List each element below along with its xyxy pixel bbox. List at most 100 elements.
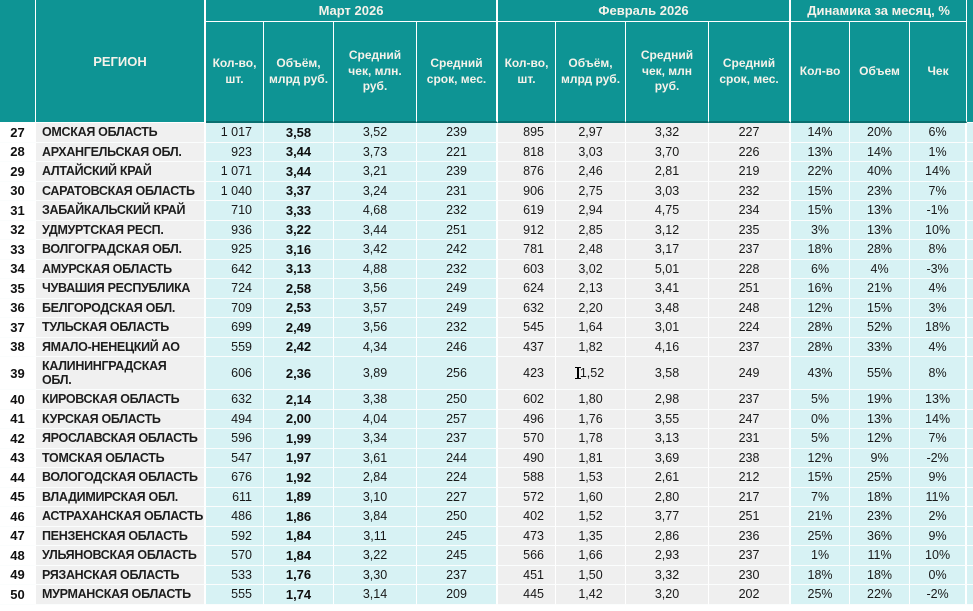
row-number-cell[interactable]: 41 — [0, 409, 36, 429]
feb-count-cell[interactable]: 781 — [498, 240, 557, 260]
march-check-cell[interactable]: 3,38 — [334, 390, 417, 410]
march-count-cell[interactable]: 925 — [206, 240, 264, 260]
region-name-cell[interactable]: КУРСКАЯ ОБЛАСТЬ — [36, 409, 206, 429]
feb-count-cell[interactable]: 895 — [498, 123, 557, 143]
feb-count-cell[interactable]: 402 — [498, 507, 557, 527]
feb-count-cell[interactable]: 588 — [498, 468, 557, 488]
march-term-cell[interactable]: 232 — [417, 259, 499, 279]
dyn-count-cell[interactable]: 7% — [791, 487, 851, 507]
dyn-check-cell[interactable]: 0% — [910, 565, 968, 585]
feb-term-cell[interactable]: 237 — [709, 390, 792, 410]
feb-count-cell[interactable]: 619 — [498, 201, 557, 221]
dyn-check-cell[interactable]: 4% — [910, 279, 968, 299]
feb-volume-cell[interactable]: 1,50 — [556, 565, 627, 585]
feb-count-cell[interactable]: 632 — [498, 298, 557, 318]
dyn-check-cell[interactable]: 18% — [910, 318, 968, 338]
group-feb-header[interactable]: Февраль 2026 — [498, 0, 792, 22]
feb-check-cell[interactable]: 3,32 — [626, 123, 710, 143]
row-number-cell[interactable]: 27 — [0, 123, 36, 143]
march-check-cell[interactable]: 3,61 — [334, 448, 417, 468]
feb-check-cell[interactable]: 3,01 — [626, 318, 710, 338]
feb-check-cell[interactable]: 3,20 — [626, 585, 710, 605]
region-name-cell[interactable]: КИРОВСКАЯ ОБЛАСТЬ — [36, 390, 206, 410]
feb-check-cell[interactable]: 5,01 — [626, 259, 710, 279]
feb-count-cell[interactable]: 570 — [498, 429, 557, 449]
march-check-cell[interactable]: 3,84 — [334, 507, 417, 527]
row-number-cell[interactable]: 44 — [0, 468, 36, 488]
feb-check-cell[interactable]: 3,12 — [626, 220, 710, 240]
feb-term-cell[interactable]: 230 — [709, 565, 792, 585]
dyn-volume-cell[interactable]: 36% — [850, 526, 911, 546]
march-count-cell[interactable]: 642 — [206, 259, 264, 279]
dyn-count-header[interactable]: Кол-во — [791, 22, 851, 123]
feb-count-cell[interactable]: 876 — [498, 162, 557, 182]
march-count-cell[interactable]: 1 017 — [206, 123, 264, 143]
feb-term-cell[interactable]: 224 — [709, 318, 792, 338]
march-term-cell[interactable]: 209 — [417, 585, 499, 605]
group-dyn-header[interactable]: Динамика за месяц, % — [791, 0, 968, 22]
dyn-volume-cell[interactable]: 15% — [850, 298, 911, 318]
feb-check-cell[interactable]: 2,98 — [626, 390, 710, 410]
dyn-check-cell[interactable]: 2% — [910, 507, 968, 527]
feb-count-cell[interactable]: 566 — [498, 546, 557, 566]
group-march-header[interactable]: Март 2026 — [206, 0, 499, 22]
march-check-cell[interactable]: 3,89 — [334, 357, 417, 390]
dyn-check-cell[interactable]: 13% — [910, 390, 968, 410]
feb-term-cell[interactable]: 227 — [709, 123, 792, 143]
feb-check-cell[interactable]: 3,17 — [626, 240, 710, 260]
dyn-volume-cell[interactable]: 40% — [850, 162, 911, 182]
feb-volume-cell[interactable]: 1,64 — [556, 318, 627, 338]
march-volume-cell[interactable]: 1,99 — [264, 429, 334, 449]
region-name-cell[interactable]: ЧУВАШИЯ РЕСПУБЛИКА — [36, 279, 206, 299]
region-name-cell[interactable]: АМУРСКАЯ ОБЛАСТЬ — [36, 259, 206, 279]
region-name-cell[interactable]: ТОМСКАЯ ОБЛАСТЬ — [36, 448, 206, 468]
feb-volume-cell[interactable]: 3,03 — [556, 142, 627, 162]
dyn-volume-header[interactable]: Объем — [850, 22, 911, 123]
march-check-cell[interactable]: 3,11 — [334, 526, 417, 546]
region-name-cell[interactable]: ВОЛОГОДСКАЯ ОБЛАСТЬ — [36, 468, 206, 488]
dyn-check-cell[interactable]: 6% — [910, 123, 968, 143]
march-volume-cell[interactable]: 3,44 — [264, 162, 334, 182]
march-check-cell[interactable]: 3,44 — [334, 220, 417, 240]
dyn-count-cell[interactable]: 12% — [791, 448, 851, 468]
march-count-cell[interactable]: 676 — [206, 468, 264, 488]
region-name-cell[interactable]: ВОЛГОГРАДСКАЯ ОБЛ. — [36, 240, 206, 260]
dyn-check-cell[interactable]: 1% — [910, 142, 968, 162]
march-volume-cell[interactable]: 1,74 — [264, 585, 334, 605]
feb-count-cell[interactable]: 602 — [498, 390, 557, 410]
dyn-count-cell[interactable]: 25% — [791, 585, 851, 605]
march-volume-cell[interactable]: 2,53 — [264, 298, 334, 318]
feb-count-cell[interactable]: 912 — [498, 220, 557, 240]
dyn-volume-cell[interactable]: 21% — [850, 279, 911, 299]
march-check-cell[interactable]: 2,84 — [334, 468, 417, 488]
region-name-cell[interactable]: АСТРАХАНСКАЯ ОБЛАСТЬ — [36, 507, 206, 527]
march-volume-cell[interactable]: 3,37 — [264, 181, 334, 201]
feb-volume-cell[interactable]: 1,53 — [556, 468, 627, 488]
march-volume-cell[interactable]: 3,22 — [264, 220, 334, 240]
dyn-count-cell[interactable]: 13% — [791, 142, 851, 162]
dyn-check-cell[interactable]: 4% — [910, 337, 968, 357]
feb-volume-cell[interactable]: 1,82 — [556, 337, 627, 357]
feb-count-cell[interactable]: 437 — [498, 337, 557, 357]
feb-check-cell[interactable]: 3,70 — [626, 142, 710, 162]
corner-header-cell[interactable] — [0, 0, 36, 123]
feb-check-cell[interactable]: 2,80 — [626, 487, 710, 507]
dyn-volume-cell[interactable]: 19% — [850, 390, 911, 410]
feb-check-cell[interactable]: 3,13 — [626, 429, 710, 449]
march-count-cell[interactable]: 710 — [206, 201, 264, 221]
feb-count-cell[interactable]: 906 — [498, 181, 557, 201]
dyn-count-cell[interactable]: 0% — [791, 409, 851, 429]
dyn-count-cell[interactable]: 43% — [791, 357, 851, 390]
row-number-cell[interactable]: 46 — [0, 507, 36, 527]
dyn-volume-cell[interactable]: 18% — [850, 487, 911, 507]
feb-count-cell[interactable]: 572 — [498, 487, 557, 507]
dyn-count-cell[interactable]: 5% — [791, 429, 851, 449]
march-check-cell[interactable]: 3,22 — [334, 546, 417, 566]
dyn-count-cell[interactable]: 12% — [791, 298, 851, 318]
dyn-count-cell[interactable]: 14% — [791, 123, 851, 143]
feb-count-cell[interactable]: 545 — [498, 318, 557, 338]
feb-count-cell[interactable]: 445 — [498, 585, 557, 605]
march-term-header[interactable]: Средний срок, мес. — [417, 22, 499, 123]
dyn-check-cell[interactable]: 11% — [910, 487, 968, 507]
feb-volume-cell[interactable]: 2,48 — [556, 240, 627, 260]
